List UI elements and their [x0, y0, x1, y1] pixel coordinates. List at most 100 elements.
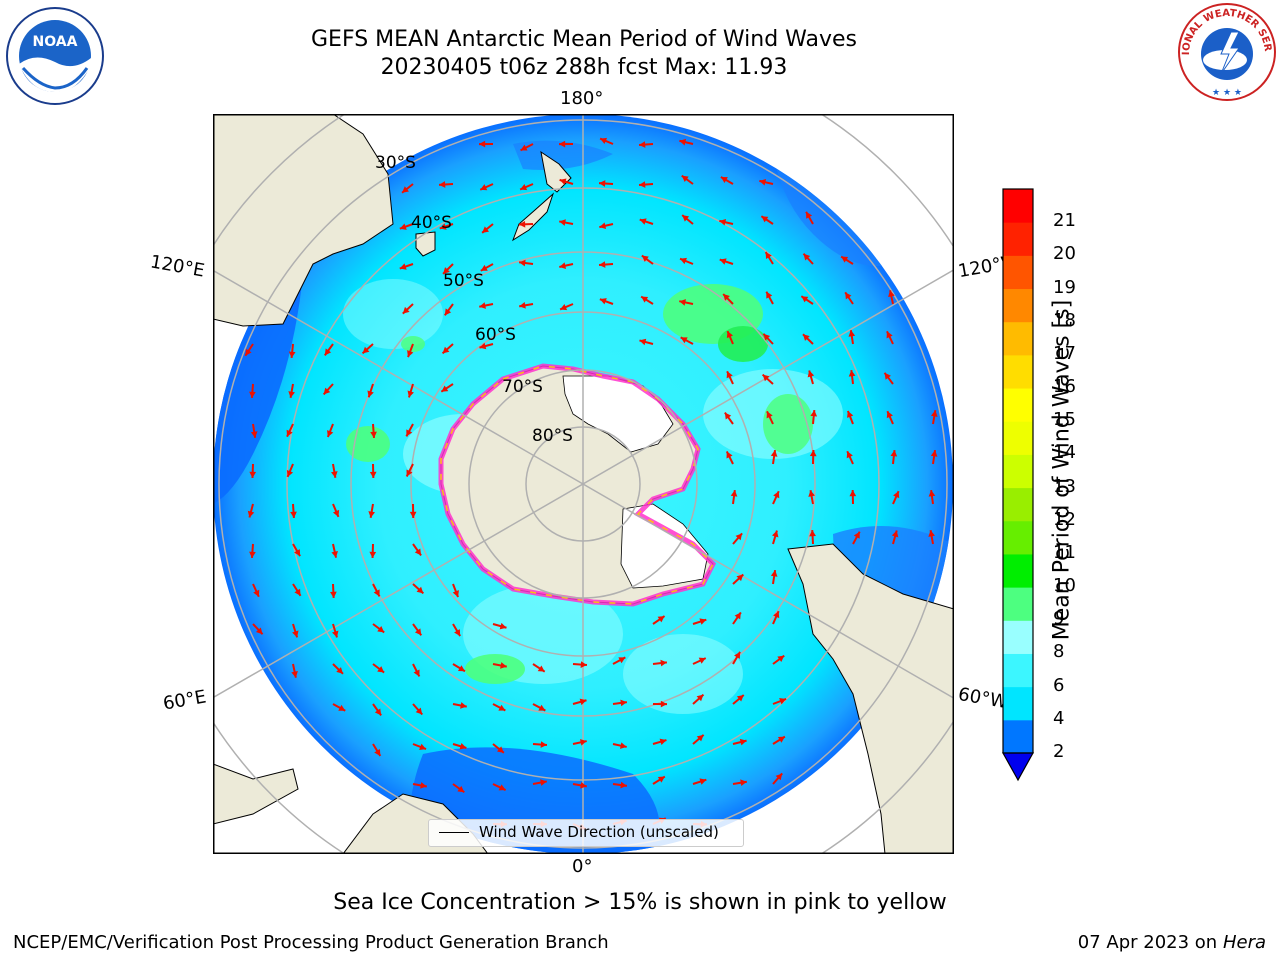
- wind-arrow-head: [893, 491, 900, 499]
- wind-arrow-head: [373, 589, 380, 597]
- wind-arrow-head: [377, 626, 385, 633]
- wind-arrow-head: [249, 391, 256, 398]
- wind-wave-arrows: [244, 137, 938, 831]
- colorbar-segment: [1003, 520, 1033, 555]
- wind-arrow-head: [330, 591, 337, 598]
- wind-arrow-head: [734, 651, 741, 659]
- sea-ice-edge: [440, 365, 714, 605]
- wind-arrow-head: [439, 223, 447, 230]
- colorbar-segment: [1003, 421, 1033, 455]
- wind-arrow-head: [540, 779, 547, 786]
- wind-arrow-head: [761, 216, 769, 223]
- wind-arrow-head: [409, 511, 417, 518]
- wind-arrow-head: [802, 334, 810, 341]
- wind-arrow-head: [931, 410, 938, 417]
- legend-line-swatch: [439, 832, 469, 833]
- wind-arrow-head: [777, 736, 785, 743]
- wind-arrow-head: [499, 622, 507, 630]
- wind-arrow-head: [809, 530, 816, 537]
- colorbar-segment: [1003, 620, 1033, 654]
- wind-arrow-head: [600, 137, 608, 145]
- lat-label-60s: 60°S: [475, 325, 516, 345]
- colorbar-tick-label: 18: [1053, 309, 1076, 331]
- wind-arrow-head: [682, 215, 690, 222]
- noaa-logo-icon: NOAA: [5, 6, 105, 110]
- wind-arrow-head: [442, 346, 450, 354]
- ocean-period-patch-pale: [343, 279, 443, 349]
- wind-arrow-head: [369, 551, 377, 558]
- colorbar-tick-label: 15: [1053, 409, 1076, 431]
- colorbar-tick-label: 11: [1053, 541, 1076, 563]
- wind-arrow-head: [719, 218, 727, 226]
- graticule: [213, 114, 954, 854]
- land-tasmania: [415, 231, 436, 257]
- wind-arrow-head: [809, 450, 817, 457]
- wind-arrow-head: [726, 331, 734, 339]
- colorbar-tick-label: 9: [1053, 608, 1065, 630]
- land-new-zealand: [512, 150, 572, 242]
- colorbar-tick-label: 16: [1053, 376, 1076, 398]
- wind-arrow-head: [538, 704, 546, 711]
- wind-arrow-head: [441, 385, 449, 392]
- wind-arrow-head: [520, 144, 528, 151]
- sea-ice-caption: Sea Ice Concentration > 15% is shown in …: [333, 890, 947, 915]
- wind-arrow-head: [292, 630, 299, 638]
- wind-arrow-head: [452, 590, 459, 598]
- wind-arrow-head: [374, 748, 381, 756]
- wind-arrow-head: [580, 661, 587, 668]
- wind-arrow-head: [323, 387, 331, 395]
- wind-arrow-head: [457, 785, 465, 793]
- wind-arrow-head: [406, 469, 413, 477]
- colorbar-segment: [1003, 587, 1033, 621]
- wind-arrow-head: [332, 630, 339, 638]
- colorbar-tick-label: 21: [1053, 210, 1076, 232]
- wind-arrow-head: [457, 665, 465, 672]
- colorbar-tick-label: 2: [1053, 741, 1065, 762]
- wind-arrow-head: [849, 490, 857, 497]
- wind-arrow-head: [930, 450, 938, 457]
- wind-arrow-head: [848, 330, 856, 337]
- wind-arrow-head: [853, 531, 860, 539]
- wind-arrow-head: [599, 222, 607, 230]
- wind-arrow-head: [726, 371, 733, 379]
- footer-host: Hera: [1222, 932, 1266, 953]
- map-legend: Wind Wave Direction (unscaled): [428, 819, 744, 847]
- wind-arrow-head: [724, 412, 732, 420]
- wind-arrow-head: [763, 333, 771, 341]
- wind-arrow-head: [331, 471, 338, 478]
- colorbar-segment: [1003, 388, 1033, 422]
- colorbar: [1001, 188, 1035, 782]
- wind-arrow-head: [848, 370, 856, 377]
- wind-arrow-head: [928, 530, 935, 537]
- wind-arrow-head: [762, 374, 770, 382]
- wind-arrow-head: [482, 226, 490, 233]
- wind-arrow-head: [736, 695, 744, 702]
- colorbar-segment: [1003, 719, 1033, 754]
- wind-arrow-head: [419, 743, 427, 750]
- wind-arrow-head: [249, 551, 256, 558]
- wind-arrow-head: [770, 450, 778, 457]
- wind-arrow-head: [660, 659, 667, 667]
- wind-arrow-head: [579, 698, 587, 706]
- wind-arrow-head: [579, 739, 587, 746]
- wind-arrow-head: [560, 303, 568, 311]
- wind-arrow-head: [288, 391, 295, 398]
- wind-arrow-head: [416, 586, 424, 594]
- lat-label-50s: 50°S: [443, 271, 484, 291]
- wind-arrow-head: [559, 178, 567, 185]
- colorbar-segment: [1003, 288, 1033, 323]
- footer-date: 07 Apr 2023 on Hera: [1077, 932, 1266, 953]
- wind-arrow-head: [249, 471, 257, 478]
- wind-arrow-head: [618, 657, 626, 664]
- ocean-period-patch-green: [346, 426, 390, 462]
- wind-arrow-head: [332, 509, 340, 517]
- wind-arrow-head: [890, 450, 898, 457]
- wind-arrow-head: [779, 698, 787, 705]
- wind-arrow-head: [807, 370, 815, 378]
- wind-arrow-head: [413, 669, 420, 677]
- wind-arrow-head: [288, 351, 296, 358]
- colorbar-segment: [1003, 222, 1033, 256]
- wind-arrow-head: [519, 302, 526, 309]
- wind-arrow-head: [641, 296, 649, 303]
- wind-arrow-head: [841, 256, 849, 263]
